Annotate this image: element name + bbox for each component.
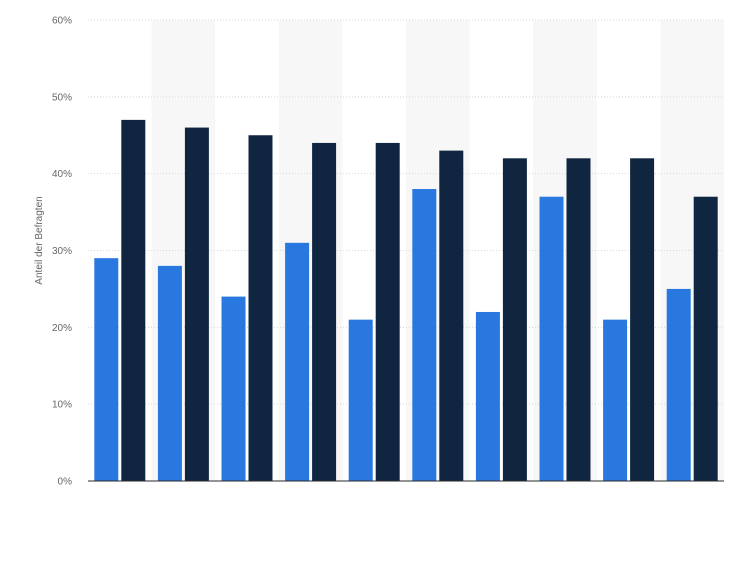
bar-series-1: [603, 319, 628, 481]
bar-series-2: [312, 142, 337, 481]
bar-series-1: [348, 319, 373, 481]
y-tick-label: 60%: [52, 16, 72, 27]
y-tick-label: 40%: [52, 169, 72, 180]
bar-series-2: [502, 158, 527, 482]
bar-series-2: [439, 150, 464, 481]
bar-series-2: [375, 142, 400, 481]
bar-series-2: [630, 158, 655, 482]
bar-series-2: [121, 119, 146, 481]
bar-series-1: [94, 258, 119, 481]
bar-series-1: [221, 296, 246, 481]
y-axis-ticks: 0% 10% 20% 30% 40% 50% 60%: [52, 16, 72, 488]
bar-series-2: [566, 158, 591, 482]
y-tick-label: 30%: [52, 246, 72, 257]
bar-series-1: [475, 311, 500, 481]
bar-series-2: [184, 127, 209, 482]
y-axis-label: Anteil der Befragten: [34, 196, 45, 284]
bar-series-1: [157, 265, 182, 481]
y-tick-label: 0%: [58, 477, 73, 488]
bar-series-2: [248, 135, 273, 481]
y-tick-label: 20%: [52, 323, 72, 334]
bars: [94, 119, 718, 482]
bar-series-1: [412, 189, 437, 482]
y-tick-label: 10%: [52, 400, 72, 411]
y-tick-label: 50%: [52, 92, 72, 103]
bar-series-1: [539, 196, 564, 481]
bar-series-2: [693, 196, 718, 481]
bar-series-1: [666, 288, 691, 481]
bar-series-1: [285, 242, 310, 481]
